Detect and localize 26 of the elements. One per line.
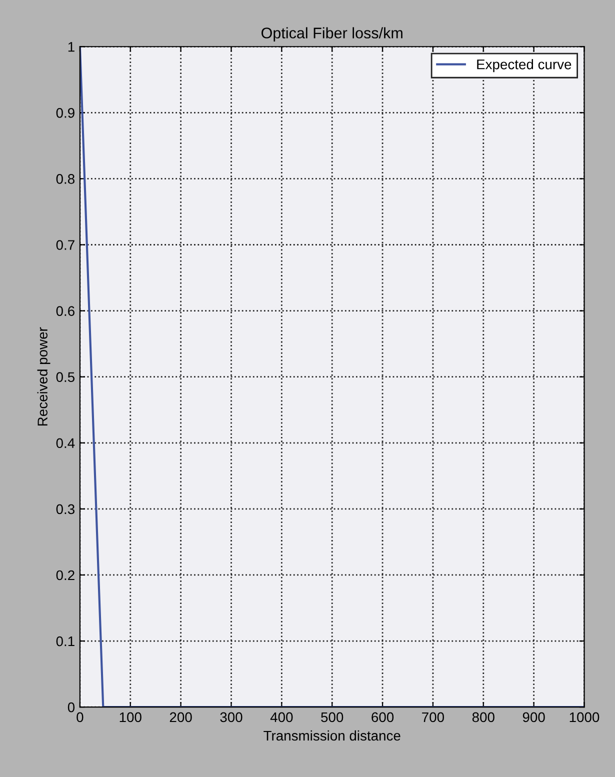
x-tick-label: 100 xyxy=(120,712,142,722)
y-tick-label: 0.7 xyxy=(56,240,74,250)
y-tick-label: 0 xyxy=(68,702,75,712)
y-tick-label: 0.9 xyxy=(56,108,74,118)
x-tick-label: 500 xyxy=(321,712,344,722)
x-tick-label: 800 xyxy=(472,712,494,722)
x-tick-label: 300 xyxy=(220,712,242,722)
x-tick-label: 900 xyxy=(522,712,545,722)
y-tick-label: 0.3 xyxy=(56,504,74,514)
x-tick-label: 0 xyxy=(76,712,84,722)
y-tick-label: 0.5 xyxy=(56,372,75,382)
legend-label: Expected curve xyxy=(477,59,572,72)
y-tick-label: 1 xyxy=(68,42,74,52)
x-tick-label: 600 xyxy=(372,712,394,722)
x-axis-title: Transmission distance xyxy=(264,730,400,741)
y-tick-label: 0.4 xyxy=(56,438,75,448)
y-tick-label: 0.8 xyxy=(56,174,74,184)
x-tick-label: 1000 xyxy=(570,712,600,722)
x-tick-label: 400 xyxy=(270,712,293,722)
y-tick-label: 0.2 xyxy=(56,570,74,580)
chart-title: Optical Fiber loss/km xyxy=(262,27,402,42)
x-tick-label: 200 xyxy=(170,712,192,722)
y-tick-label: 0.1 xyxy=(56,636,74,646)
y-axis-title: Received power xyxy=(37,327,50,426)
y-tick-label: 0.6 xyxy=(56,306,74,316)
x-tick-label: 700 xyxy=(422,712,444,722)
